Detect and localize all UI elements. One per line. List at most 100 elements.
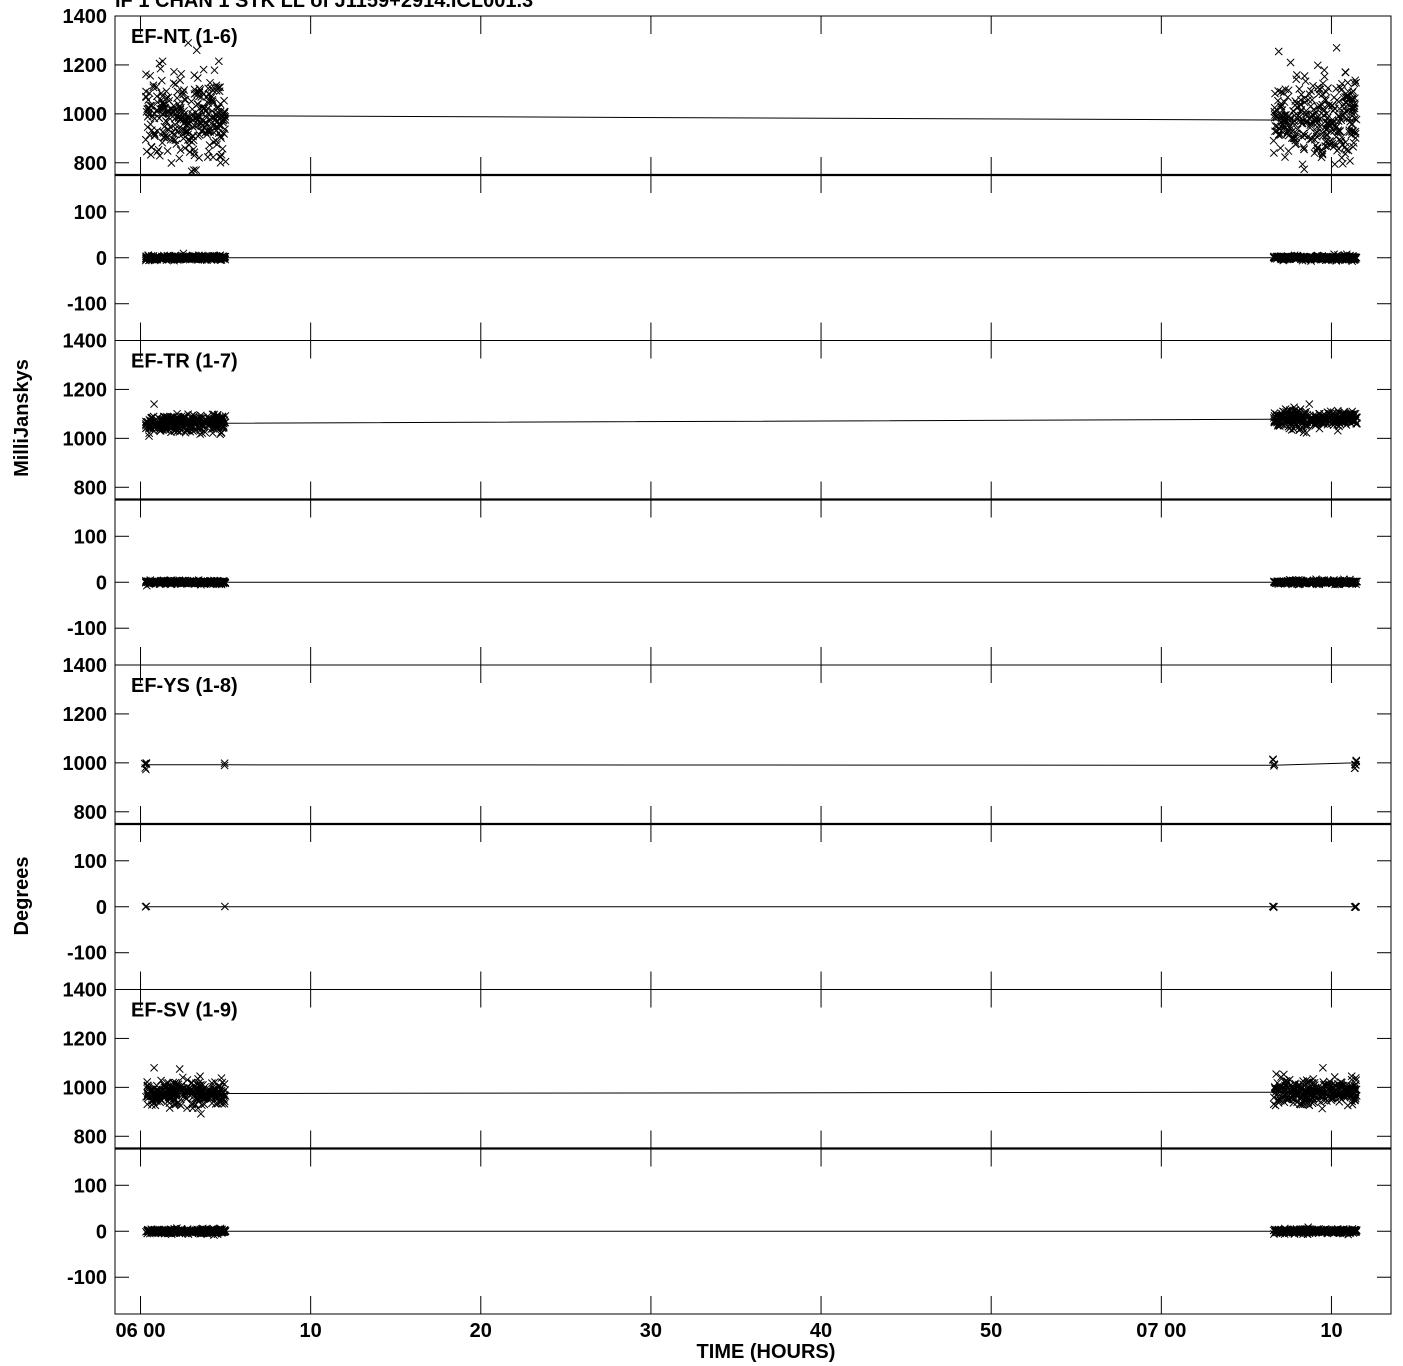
amp-point — [1333, 406, 1342, 415]
amp-panel-ytick-label: 1200 — [63, 704, 108, 726]
baseline-group: 800 1000 1200 1400 EF-YS (1-8) -100 0 100 — [63, 655, 1392, 990]
amp-outlier-point — [150, 1063, 159, 1072]
x-tick-label: 30 — [640, 1320, 662, 1342]
phase-point — [143, 577, 152, 586]
amp-point — [216, 83, 225, 92]
amp-outlier-point — [1332, 43, 1341, 52]
amp-point — [196, 1089, 205, 1098]
amp-point — [1280, 118, 1289, 127]
phase-panel-ytick-label: 100 — [74, 202, 107, 224]
phase-point — [1323, 254, 1332, 263]
amp-point — [1318, 100, 1327, 109]
amp-point — [207, 415, 216, 424]
amp-point — [188, 1089, 197, 1098]
phase-point — [203, 253, 212, 262]
phase-point — [147, 578, 156, 587]
amp-point — [143, 1100, 152, 1109]
amp-point — [185, 148, 194, 156]
amp-point — [145, 131, 154, 139]
phase-point — [176, 577, 185, 586]
phase-panel-ytick-label: 0 — [96, 248, 107, 270]
amp-point — [1332, 132, 1341, 141]
amp-point — [163, 413, 172, 422]
amp-point — [220, 761, 229, 770]
amp-point — [1352, 115, 1361, 124]
amp-point — [1292, 71, 1301, 79]
phase-point — [1324, 578, 1333, 587]
phase-panel-ytick-label: -100 — [67, 294, 107, 316]
phase-point — [1318, 576, 1327, 585]
amp-point — [169, 79, 178, 88]
phase-point — [219, 577, 227, 586]
amp-point — [1271, 111, 1279, 120]
amp-point — [1328, 410, 1337, 419]
phase-point — [1312, 253, 1321, 261]
amp-point — [1298, 160, 1307, 169]
amp-point — [1323, 130, 1332, 139]
amp-point — [1349, 103, 1358, 112]
phase-point — [141, 576, 150, 585]
amp-point — [1320, 72, 1329, 81]
amp-points — [142, 1063, 1361, 1118]
amp-point — [143, 1090, 152, 1099]
amp-point — [197, 127, 206, 136]
phase-point — [167, 576, 176, 585]
amp-point — [1318, 417, 1327, 426]
amp-point — [1324, 409, 1333, 418]
amp-point — [1276, 144, 1285, 153]
phase-point — [1332, 254, 1341, 263]
phase-point — [201, 577, 209, 586]
phase-point — [1340, 577, 1349, 586]
amp-outlier-point — [1274, 47, 1283, 56]
amp-point — [1310, 149, 1319, 158]
amp-point — [1292, 408, 1301, 417]
amp-panel-ytick-label: 1400 — [63, 331, 108, 353]
phase-point — [1350, 256, 1359, 264]
phase-point — [169, 253, 178, 262]
amp-point — [150, 132, 159, 140]
phase-point — [189, 579, 198, 588]
amp-point — [190, 151, 199, 160]
phase-panel-ytick-label: 100 — [74, 851, 107, 873]
amp-point — [1318, 418, 1327, 427]
amp-point — [1313, 123, 1322, 131]
amp-outlier-point — [192, 46, 201, 55]
amp-point — [1291, 101, 1299, 110]
amp-point — [213, 108, 222, 116]
amp-panel-ytick-label: 800 — [74, 477, 107, 499]
phase-point — [1296, 253, 1305, 261]
phase-point — [1348, 577, 1356, 586]
amp-point — [156, 424, 165, 433]
amp-point — [1332, 123, 1341, 132]
amp-point — [1270, 113, 1279, 122]
amp-point — [1340, 407, 1349, 416]
amp-outlier-point — [150, 400, 159, 409]
amp-panel-ytick-label: 1400 — [63, 655, 108, 677]
amp-point — [1270, 760, 1279, 769]
amp-point — [158, 138, 167, 147]
baseline-group: 800 1000 1200 1400 EF-TR (1-7) -100 0 100 — [63, 331, 1392, 666]
phase-point — [187, 254, 196, 263]
amp-point — [146, 150, 155, 159]
phase-point — [192, 578, 201, 587]
amp-point — [1307, 119, 1316, 128]
amp-point — [157, 1076, 166, 1085]
amp-point — [1333, 96, 1342, 105]
amp-point — [177, 113, 186, 122]
amp-point — [153, 147, 162, 156]
amp-point — [163, 147, 172, 155]
amp-point — [1340, 100, 1349, 109]
phase-point — [1269, 902, 1278, 911]
amp-point — [1342, 107, 1351, 116]
amp-points — [141, 38, 1361, 176]
phase-point — [1348, 254, 1357, 263]
amp-outlier-point — [1315, 424, 1324, 433]
amp-point — [173, 94, 182, 102]
amp-panel-ytick-label: 1000 — [63, 1077, 108, 1099]
amp-panel-ytick-label: 1000 — [63, 104, 108, 126]
amp-point — [1295, 85, 1304, 93]
amp-point — [1302, 116, 1311, 125]
phase-point — [1328, 578, 1337, 587]
phase-point — [191, 254, 199, 263]
